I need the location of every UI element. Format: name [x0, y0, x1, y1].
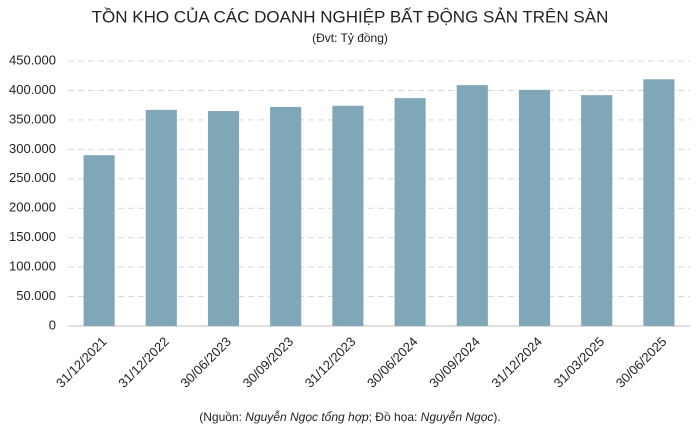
y-tick-label: 450.000	[9, 52, 56, 67]
bar	[518, 89, 551, 326]
y-tick-label: 50.000	[16, 288, 56, 303]
note-part: Nguyễn Ngọc tổng hợp	[245, 409, 369, 424]
y-tick-label: 300.000	[9, 141, 56, 156]
x-tick-label: 31/12/2024	[488, 334, 545, 391]
source-note: (Nguồn: Nguyễn Ngọc tổng hợp; Đồ họa: Ng…	[199, 409, 500, 424]
y-tick-label: 100.000	[9, 259, 56, 274]
bar	[643, 79, 675, 326]
bar	[456, 85, 488, 327]
x-tick-label: 31/12/2023	[302, 334, 359, 391]
bar	[145, 109, 177, 326]
y-tick-label: 150.000	[9, 229, 56, 244]
x-tick-label: 30/06/2023	[177, 334, 234, 391]
chart-title: TỒN KHO CỦA CÁC DOANH NGHIỆP BẤT ĐỘNG SẢ…	[92, 7, 609, 26]
y-tick-label: 400.000	[9, 82, 56, 97]
x-tick-label: 30/06/2024	[364, 334, 421, 391]
x-tick-label: 31/12/2022	[115, 334, 172, 391]
x-tick-label: 30/09/2023	[240, 334, 297, 391]
note-part: ; Đồ họa:	[369, 410, 421, 424]
x-tick-label: 30/06/2025	[613, 334, 670, 391]
bar	[394, 98, 426, 326]
bar	[581, 95, 613, 327]
y-tick-label: 0	[49, 317, 56, 332]
bar	[270, 106, 302, 326]
y-tick-label: 350.000	[9, 111, 56, 126]
bar	[207, 111, 240, 326]
note-part: ).	[493, 410, 500, 424]
x-tick-label: 30/09/2024	[426, 334, 483, 391]
note-part: Nguyễn Ngọc	[421, 409, 494, 424]
y-tick-label: 200.000	[9, 200, 56, 215]
y-tick-label: 250.000	[9, 170, 56, 185]
bar	[332, 105, 364, 326]
x-tick-label: 31/03/2025	[551, 334, 608, 391]
chart-subtitle: (Đvt: Tỷ đồng)	[312, 31, 388, 45]
bar	[83, 155, 115, 326]
x-tick-label: 31/12/2021	[53, 334, 110, 391]
note-part: (Nguồn:	[199, 410, 245, 424]
